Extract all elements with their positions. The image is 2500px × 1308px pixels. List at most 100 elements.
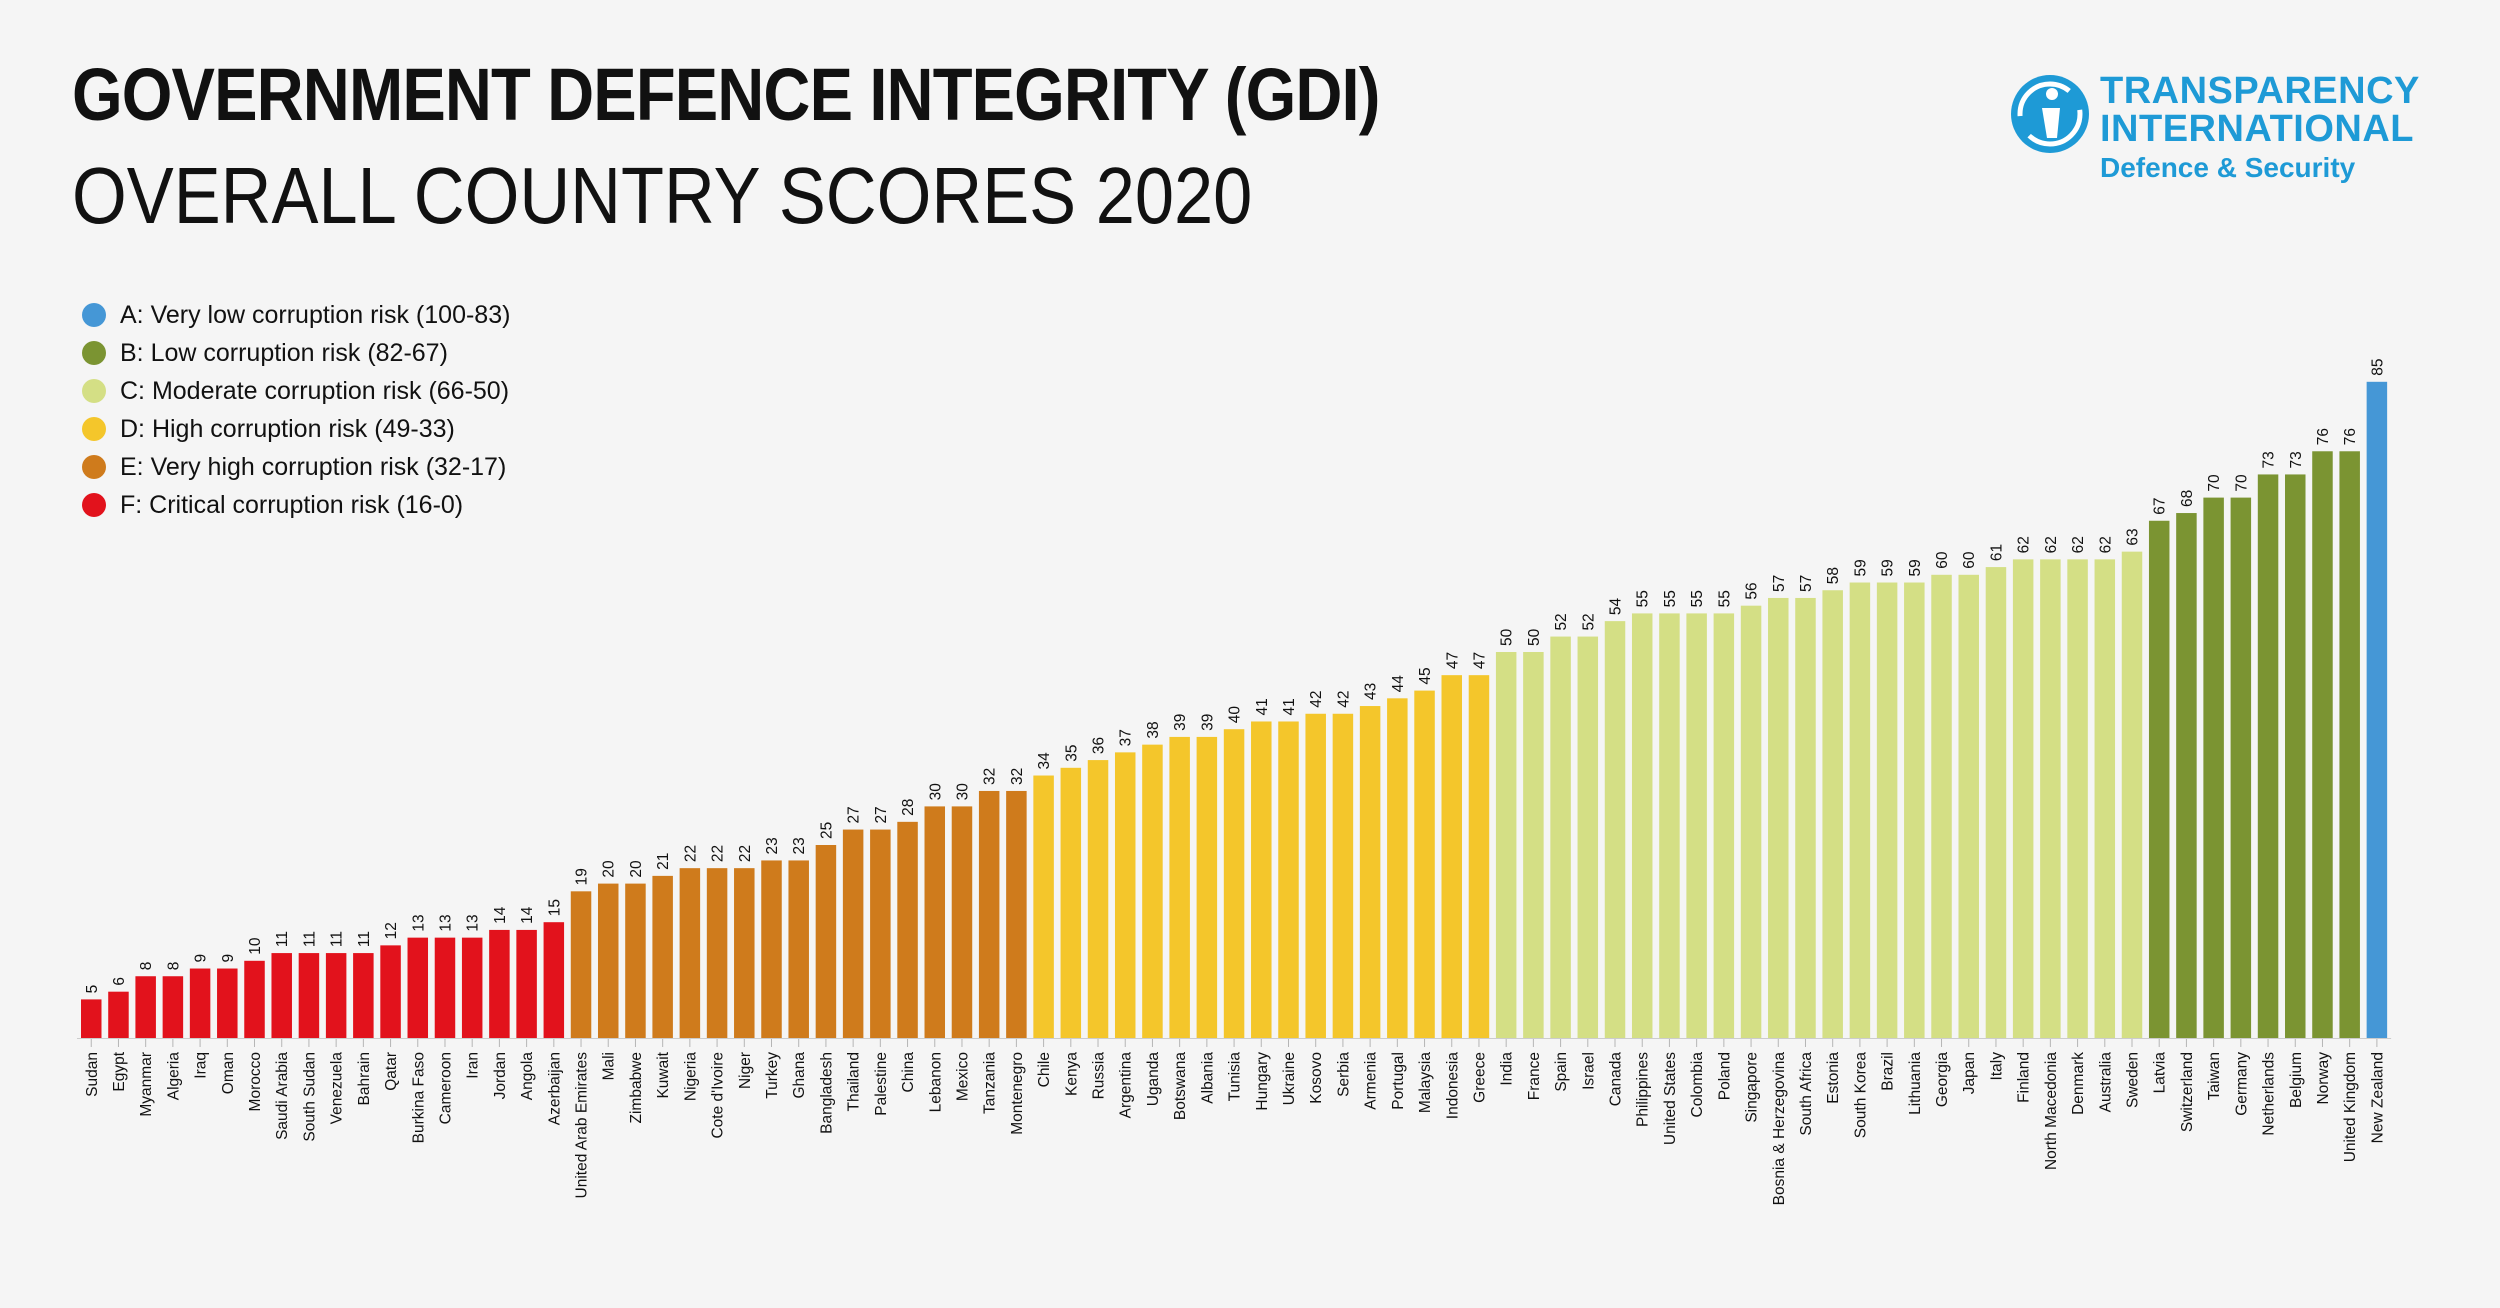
value-label-lebanon: 30 (927, 783, 944, 801)
bar-japan (1958, 574, 1979, 1038)
bar-canada (1604, 621, 1626, 1038)
bar-turkey (761, 860, 782, 1038)
category-label-bahrain: Bahrain (356, 1052, 373, 1105)
bar-georgia (1931, 574, 1952, 1038)
value-label-qatar: 12 (383, 922, 400, 939)
bar-hungary (1251, 721, 1272, 1038)
value-label-bangladesh: 25 (818, 822, 835, 839)
bar-russia (1087, 760, 1109, 1038)
category-label-taiwan: Taiwan (2206, 1052, 2223, 1100)
category-label-colombia: Colombia (1689, 1052, 1706, 1118)
category-label-brazil: Brazil (1880, 1052, 1897, 1091)
value-label-canada: 54 (1608, 597, 1625, 615)
value-label-hungary: 41 (1254, 698, 1271, 715)
bar-saudi-arabia (271, 953, 292, 1038)
value-label-taiwan: 70 (2206, 474, 2223, 492)
bar-united-states (1659, 613, 1680, 1038)
value-label-saudi-arabia: 11 (274, 931, 291, 947)
category-label-philippines: Philippines (1635, 1052, 1652, 1127)
logo-subtitle: Defence & Security (2100, 152, 2356, 183)
category-label-greece: Greece (1471, 1052, 1488, 1103)
bar-armenia (1359, 706, 1381, 1038)
value-label-oman: 9 (220, 954, 237, 963)
value-label-zimbabwe: 20 (628, 860, 645, 878)
value-label-australia: 62 (2097, 536, 2114, 553)
bar-kosovo (1305, 713, 1326, 1038)
value-label-mexico: 30 (954, 783, 971, 801)
bar-botswana (1169, 736, 1190, 1038)
value-label-bahrain: 11 (356, 931, 373, 947)
bar-indonesia (1441, 675, 1462, 1038)
value-label-brazil: 59 (1880, 559, 1897, 576)
legend-label: E: Very high corruption risk (32-17) (120, 452, 507, 481)
bar-uganda (1142, 744, 1163, 1038)
value-label-sudan: 5 (84, 985, 101, 994)
transparency-international-logo: TRANSPARENCY INTERNATIONAL Defence & Sec… (2008, 72, 2438, 192)
category-label-niger: Niger (737, 1052, 754, 1089)
category-label-japan: Japan (1961, 1052, 1978, 1094)
category-label-nigeria: Nigeria (682, 1052, 699, 1101)
value-label-venezuela: 11 (329, 931, 346, 947)
category-label-serbia: Serbia (1335, 1052, 1352, 1097)
category-label-china: China (900, 1052, 917, 1093)
bar-lebanon (924, 806, 946, 1038)
category-label-qatar: Qatar (383, 1052, 400, 1091)
category-label-lithuania: Lithuania (1907, 1052, 1924, 1115)
bar-ukraine (1278, 721, 1299, 1038)
value-label-turkey: 23 (764, 837, 781, 854)
bar-oman (217, 968, 238, 1038)
category-label-angola: Angola (519, 1052, 536, 1101)
category-label-estonia: Estonia (1825, 1052, 1842, 1104)
category-label-morocco: Morocco (247, 1052, 264, 1111)
value-label-mali: 20 (601, 860, 618, 878)
category-label-tunisia: Tunisia (1227, 1052, 1244, 1102)
value-label-germany: 70 (2233, 474, 2250, 492)
value-label-latvia: 67 (2152, 498, 2169, 515)
category-label-france: France (1526, 1052, 1543, 1100)
value-label-denmark: 62 (2070, 536, 2087, 553)
legend-label: C: Moderate corruption risk (66-50) (120, 376, 510, 405)
value-label-france: 50 (1526, 628, 1543, 646)
bar-nigeria (679, 868, 701, 1038)
category-label-oman: Oman (220, 1052, 237, 1094)
bar-united-arab-emirates (570, 891, 592, 1038)
bar-albania (1196, 736, 1218, 1038)
value-label-azerbaijan: 15 (546, 899, 563, 916)
legend-dot-icon (82, 455, 106, 479)
bar-morocco (244, 960, 265, 1038)
category-label-tanzania: Tanzania (982, 1052, 999, 1114)
value-label-singapore: 56 (1744, 582, 1761, 599)
legend-item-c: C: Moderate corruption risk (66-50) (82, 372, 510, 410)
value-label-egypt: 6 (111, 977, 128, 986)
bar-israel (1577, 636, 1599, 1038)
bar-germany (2230, 497, 2252, 1039)
category-label-south-korea: South Korea (1852, 1052, 1869, 1139)
value-label-lithuania: 59 (1907, 559, 1924, 576)
value-label-netherlands: 73 (2261, 451, 2278, 468)
bar-denmark (2067, 559, 2088, 1038)
category-label-united-arab-emirates: United Arab Emirates (574, 1052, 591, 1199)
category-label-jordan: Jordan (492, 1052, 509, 1099)
bar-egypt (108, 991, 129, 1038)
category-label-palestine: Palestine (873, 1052, 890, 1116)
legend-label: F: Critical corruption risk (16-0) (120, 490, 464, 519)
category-label-sudan: Sudan (84, 1052, 101, 1097)
bar-united-kingdom (2339, 451, 2360, 1038)
value-label-kenya: 35 (1063, 745, 1080, 762)
value-label-sweden: 63 (2125, 528, 2142, 545)
value-label-morocco: 10 (247, 937, 264, 955)
value-label-palestine: 27 (873, 806, 890, 823)
category-label-algeria: Algeria (165, 1052, 182, 1101)
value-label-kuwait: 21 (655, 853, 672, 870)
category-label-armenia: Armenia (1363, 1052, 1380, 1110)
bar-bahrain (353, 953, 374, 1038)
value-label-georgia: 60 (1934, 551, 1951, 569)
category-label-spain: Spain (1553, 1052, 1570, 1092)
bar-palestine (870, 829, 891, 1038)
value-label-greece: 47 (1471, 652, 1488, 669)
category-label-portugal: Portugal (1390, 1052, 1407, 1110)
value-label-cote-d-ivoire: 22 (710, 845, 727, 862)
category-label-bangladesh: Bangladesh (818, 1052, 835, 1134)
bar-serbia (1332, 713, 1354, 1038)
